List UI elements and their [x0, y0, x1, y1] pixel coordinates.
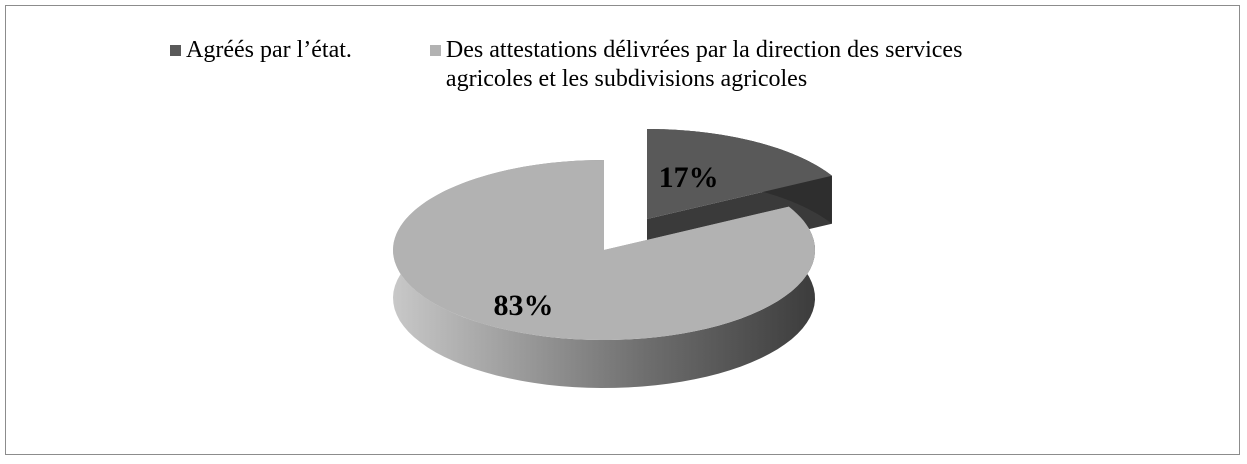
chart-frame: [5, 5, 1240, 455]
pie-slice: [647, 129, 832, 219]
legend: Agréés par l’état. Des attestations déliv…: [170, 36, 1090, 94]
pie-slice: [393, 160, 815, 340]
data-label: 17%: [659, 161, 719, 194]
legend-swatch: [170, 45, 181, 56]
legend-label: Des attestations délivrées par la direct…: [445, 37, 963, 92]
legend-label: Agréés par l’état.: [186, 37, 352, 63]
legend-entry: Agréés par l’état.: [170, 36, 352, 94]
legend-entry: Des attestations délivrées par la direct…: [429, 36, 990, 94]
data-label: 83%: [493, 289, 553, 322]
legend-swatch: [429, 45, 441, 56]
